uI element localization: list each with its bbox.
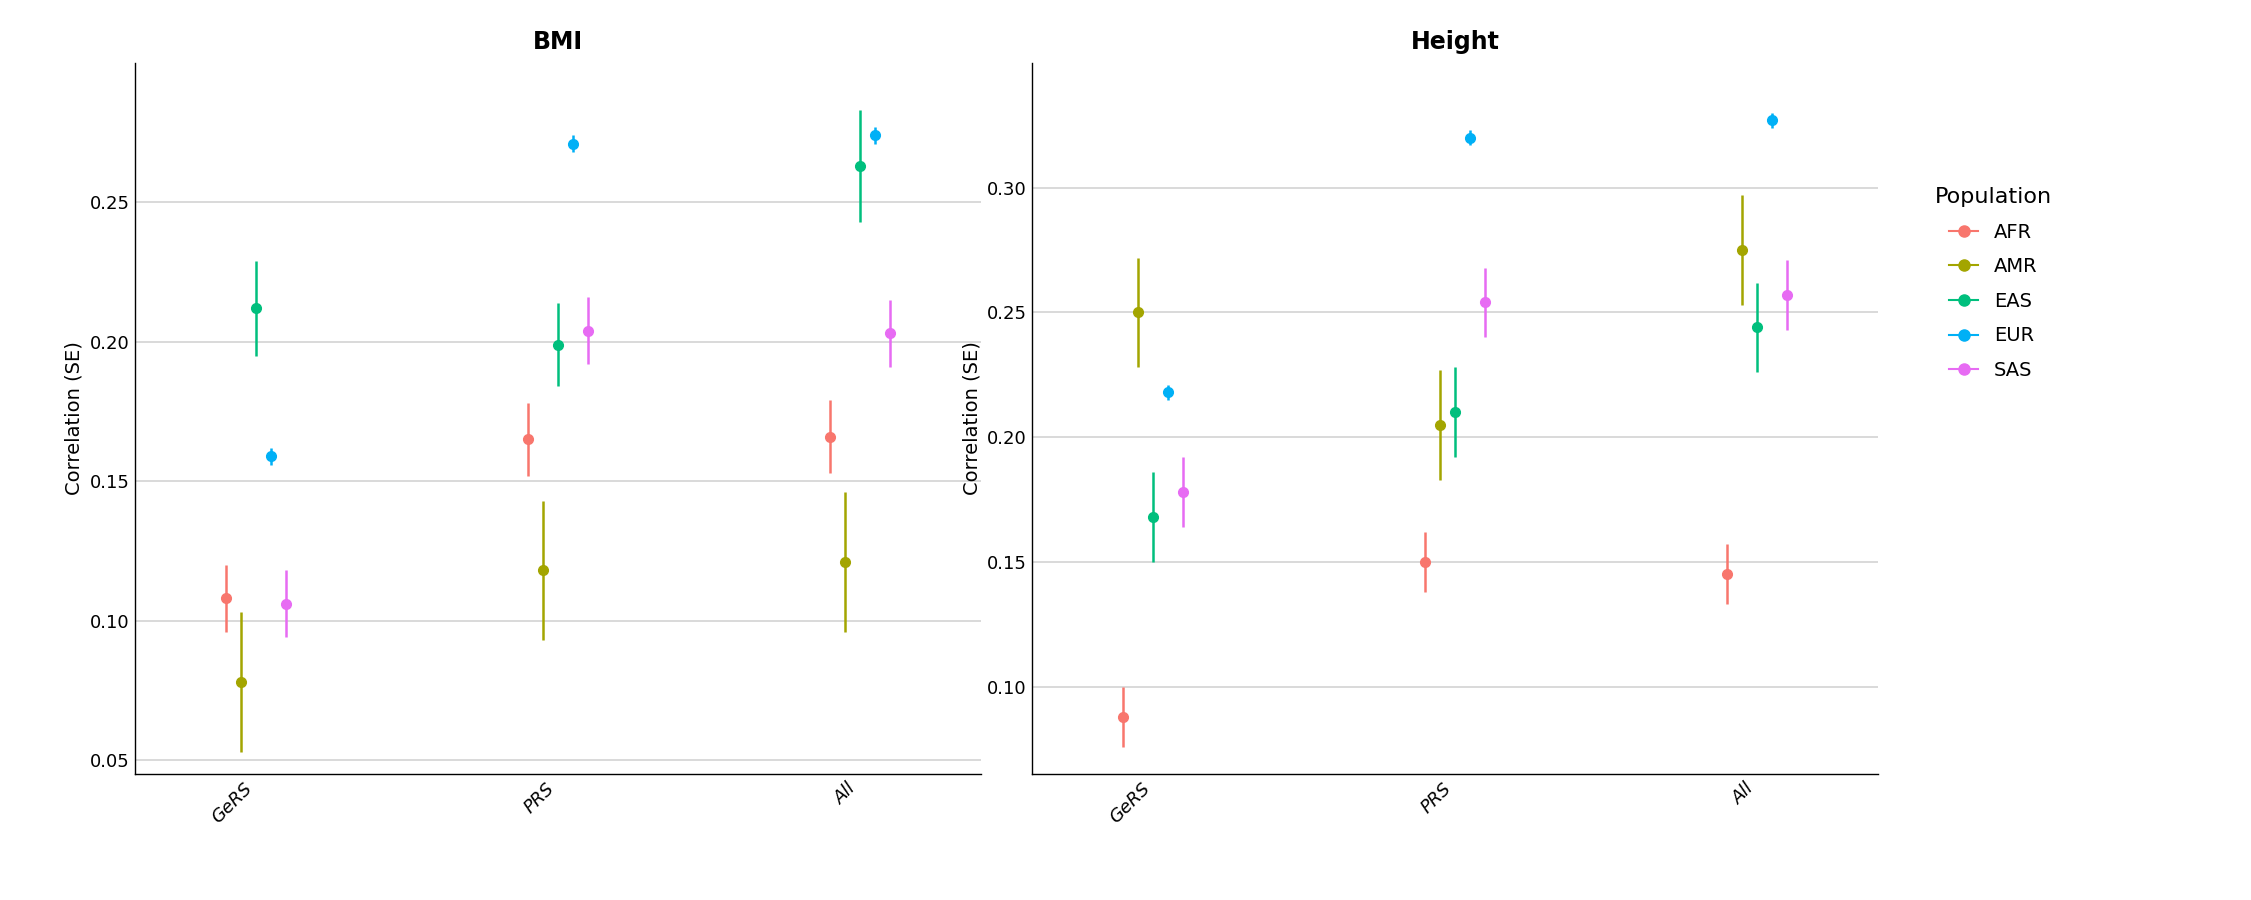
Title: BMI: BMI	[533, 30, 583, 54]
Y-axis label: Correlation (SE): Correlation (SE)	[65, 342, 83, 495]
Title: Height: Height	[1411, 30, 1499, 54]
Legend: AFR, AMR, EAS, EUR, SAS: AFR, AMR, EAS, EUR, SAS	[1927, 179, 2060, 388]
Y-axis label: Correlation (SE): Correlation (SE)	[963, 342, 981, 495]
